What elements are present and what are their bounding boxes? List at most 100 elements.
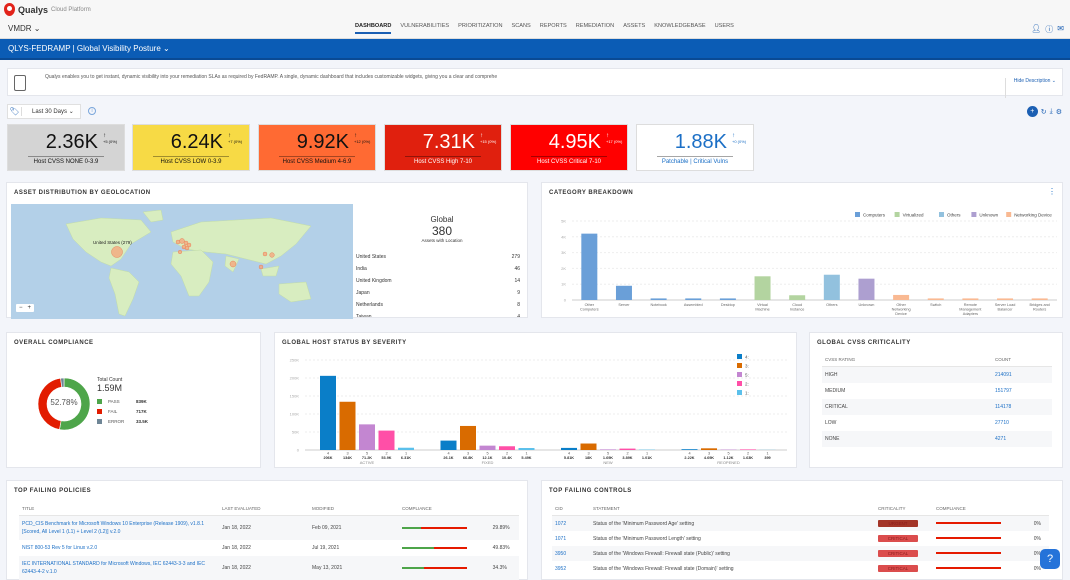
severity-bar[interactable] [441, 441, 457, 450]
category-bar[interactable] [1032, 298, 1048, 300]
category-bar[interactable] [616, 286, 632, 300]
category-bar[interactable] [581, 234, 597, 300]
refresh-icon[interactable]: ↻ [1041, 108, 1047, 116]
nav-scans[interactable]: SCANS [512, 23, 531, 34]
count-link[interactable]: 27710 [992, 415, 1052, 431]
column-header[interactable]: CRITICALITY [875, 502, 933, 516]
category-bar[interactable] [651, 298, 667, 300]
column-header[interactable]: STATEMENT [590, 502, 875, 516]
settings-icon[interactable]: ⚙ [1056, 108, 1062, 116]
nav-reports[interactable]: REPORTS [540, 23, 567, 34]
nav-users[interactable]: USERS [715, 23, 734, 34]
category-bar[interactable] [824, 275, 840, 300]
kpi-card[interactable]: 1.88K↑+0 (0%)Patchable | Critical Vulns [636, 124, 754, 171]
add-widget-button[interactable]: + [1027, 106, 1038, 117]
kpi-card[interactable]: 7.31K↑+15 (0%)Host CVSS High 7-10 [384, 124, 502, 171]
severity-bar[interactable] [581, 444, 597, 450]
download-icon[interactable]: ⤓ [1050, 108, 1053, 116]
nav-dashboard[interactable]: DASHBOARD [355, 23, 391, 34]
table-row[interactable]: PCD_CIS Benchmark for Microsoft Windows … [19, 516, 519, 541]
column-header[interactable]: MODIFIED [309, 502, 399, 516]
severity-bar[interactable] [740, 449, 756, 450]
column-header[interactable]: COMPLIANCE [933, 502, 1031, 516]
info-icon[interactable]: i [88, 107, 96, 115]
cid-link[interactable]: 3950 [552, 546, 590, 561]
severity-bar[interactable] [480, 446, 496, 450]
category-bar[interactable] [997, 298, 1013, 300]
hide-description-button[interactable]: Hide Description ⌄ [1005, 78, 1056, 98]
severity-bar[interactable] [499, 446, 515, 450]
category-bar[interactable] [962, 298, 978, 300]
severity-bar[interactable] [379, 431, 395, 450]
column-header[interactable]: LAST EVALUATED [219, 502, 309, 516]
severity-bar[interactable] [620, 449, 636, 450]
world-map[interactable] [11, 204, 353, 319]
nav-prioritization[interactable]: PRIORITIZATION [458, 23, 502, 34]
column-header[interactable]: CID [552, 502, 590, 516]
dashboard-selector[interactable]: QLYS-FEDRAMP | Global Visibility Posture… [0, 39, 1070, 60]
nav-vulnerabilities[interactable]: VULNERABILITIES [400, 23, 449, 34]
severity-bar[interactable] [561, 448, 577, 450]
column-header[interactable] [490, 502, 519, 516]
user-icon[interactable]: 👤︎ [1031, 24, 1041, 35]
column-header[interactable]: TITLE [19, 502, 219, 516]
kpi-card[interactable]: 9.92K↑+12 (0%)Host CVSS Medium 4-6.9 [258, 124, 376, 171]
category-bar[interactable] [893, 295, 909, 300]
category-bar[interactable] [755, 276, 771, 300]
zoom-out-button[interactable]: − [19, 305, 23, 311]
severity-bar[interactable] [359, 424, 375, 450]
date-filter[interactable]: 🏷︎ Last 30 Days ⌄ [7, 104, 81, 119]
mail-icon[interactable]: ✉ [1057, 24, 1064, 35]
policy-link[interactable]: IEC INTERNATIONAL STANDARD for Microsoft… [19, 556, 219, 580]
nav-remediation[interactable]: REMEDIATION [576, 23, 614, 34]
severity-bar[interactable] [701, 448, 717, 450]
tag-icon[interactable]: 🏷︎ [8, 107, 22, 116]
kpi-card[interactable]: 4.95K↑+17 (0%)Host CVSS Critical 7-10 [510, 124, 628, 171]
zoom-in-button[interactable]: + [28, 305, 32, 311]
category-bar[interactable] [858, 279, 874, 300]
severity-bar[interactable] [340, 402, 356, 450]
kpi-card[interactable]: 6.24K↑+7 (0%)Host CVSS LOW 0-3.9 [132, 124, 250, 171]
column-header[interactable]: COUNT [992, 353, 1052, 367]
severity-bar[interactable] [682, 449, 698, 450]
column-header[interactable]: COMPLIANCE [399, 502, 490, 516]
severity-bar[interactable] [460, 426, 476, 450]
cid-link[interactable]: 1071 [552, 531, 590, 546]
severity-bar[interactable] [600, 449, 616, 450]
help-icon[interactable]: ⓘ [1045, 24, 1053, 35]
category-bar[interactable] [789, 295, 805, 300]
count-link[interactable]: 114178 [992, 399, 1052, 415]
table-row[interactable]: IEC INTERNATIONAL STANDARD for Microsoft… [19, 556, 519, 580]
cid-link[interactable]: 3952 [552, 561, 590, 576]
category-bar[interactable] [928, 298, 944, 300]
count-link[interactable]: 214091 [992, 367, 1052, 384]
severity-bar[interactable] [320, 376, 336, 450]
nav-assets[interactable]: ASSETS [623, 23, 645, 34]
policy-link[interactable]: NIST 800-53 Rev 5 for Linux v.2.0 [19, 540, 219, 556]
kpi-card[interactable]: 2.36K↑+5 (0%)Host CVSS NONE 0-3.9 [7, 124, 125, 171]
column-header[interactable] [1031, 502, 1049, 516]
help-chat-button[interactable]: ? [1040, 549, 1060, 569]
category-bar[interactable] [720, 298, 736, 300]
severity-bar[interactable] [398, 448, 414, 450]
module-switcher[interactable]: VMDR ⌄ [8, 24, 41, 33]
count-link[interactable]: 151797 [992, 383, 1052, 399]
column-header[interactable]: CVSS RATING [822, 353, 992, 367]
